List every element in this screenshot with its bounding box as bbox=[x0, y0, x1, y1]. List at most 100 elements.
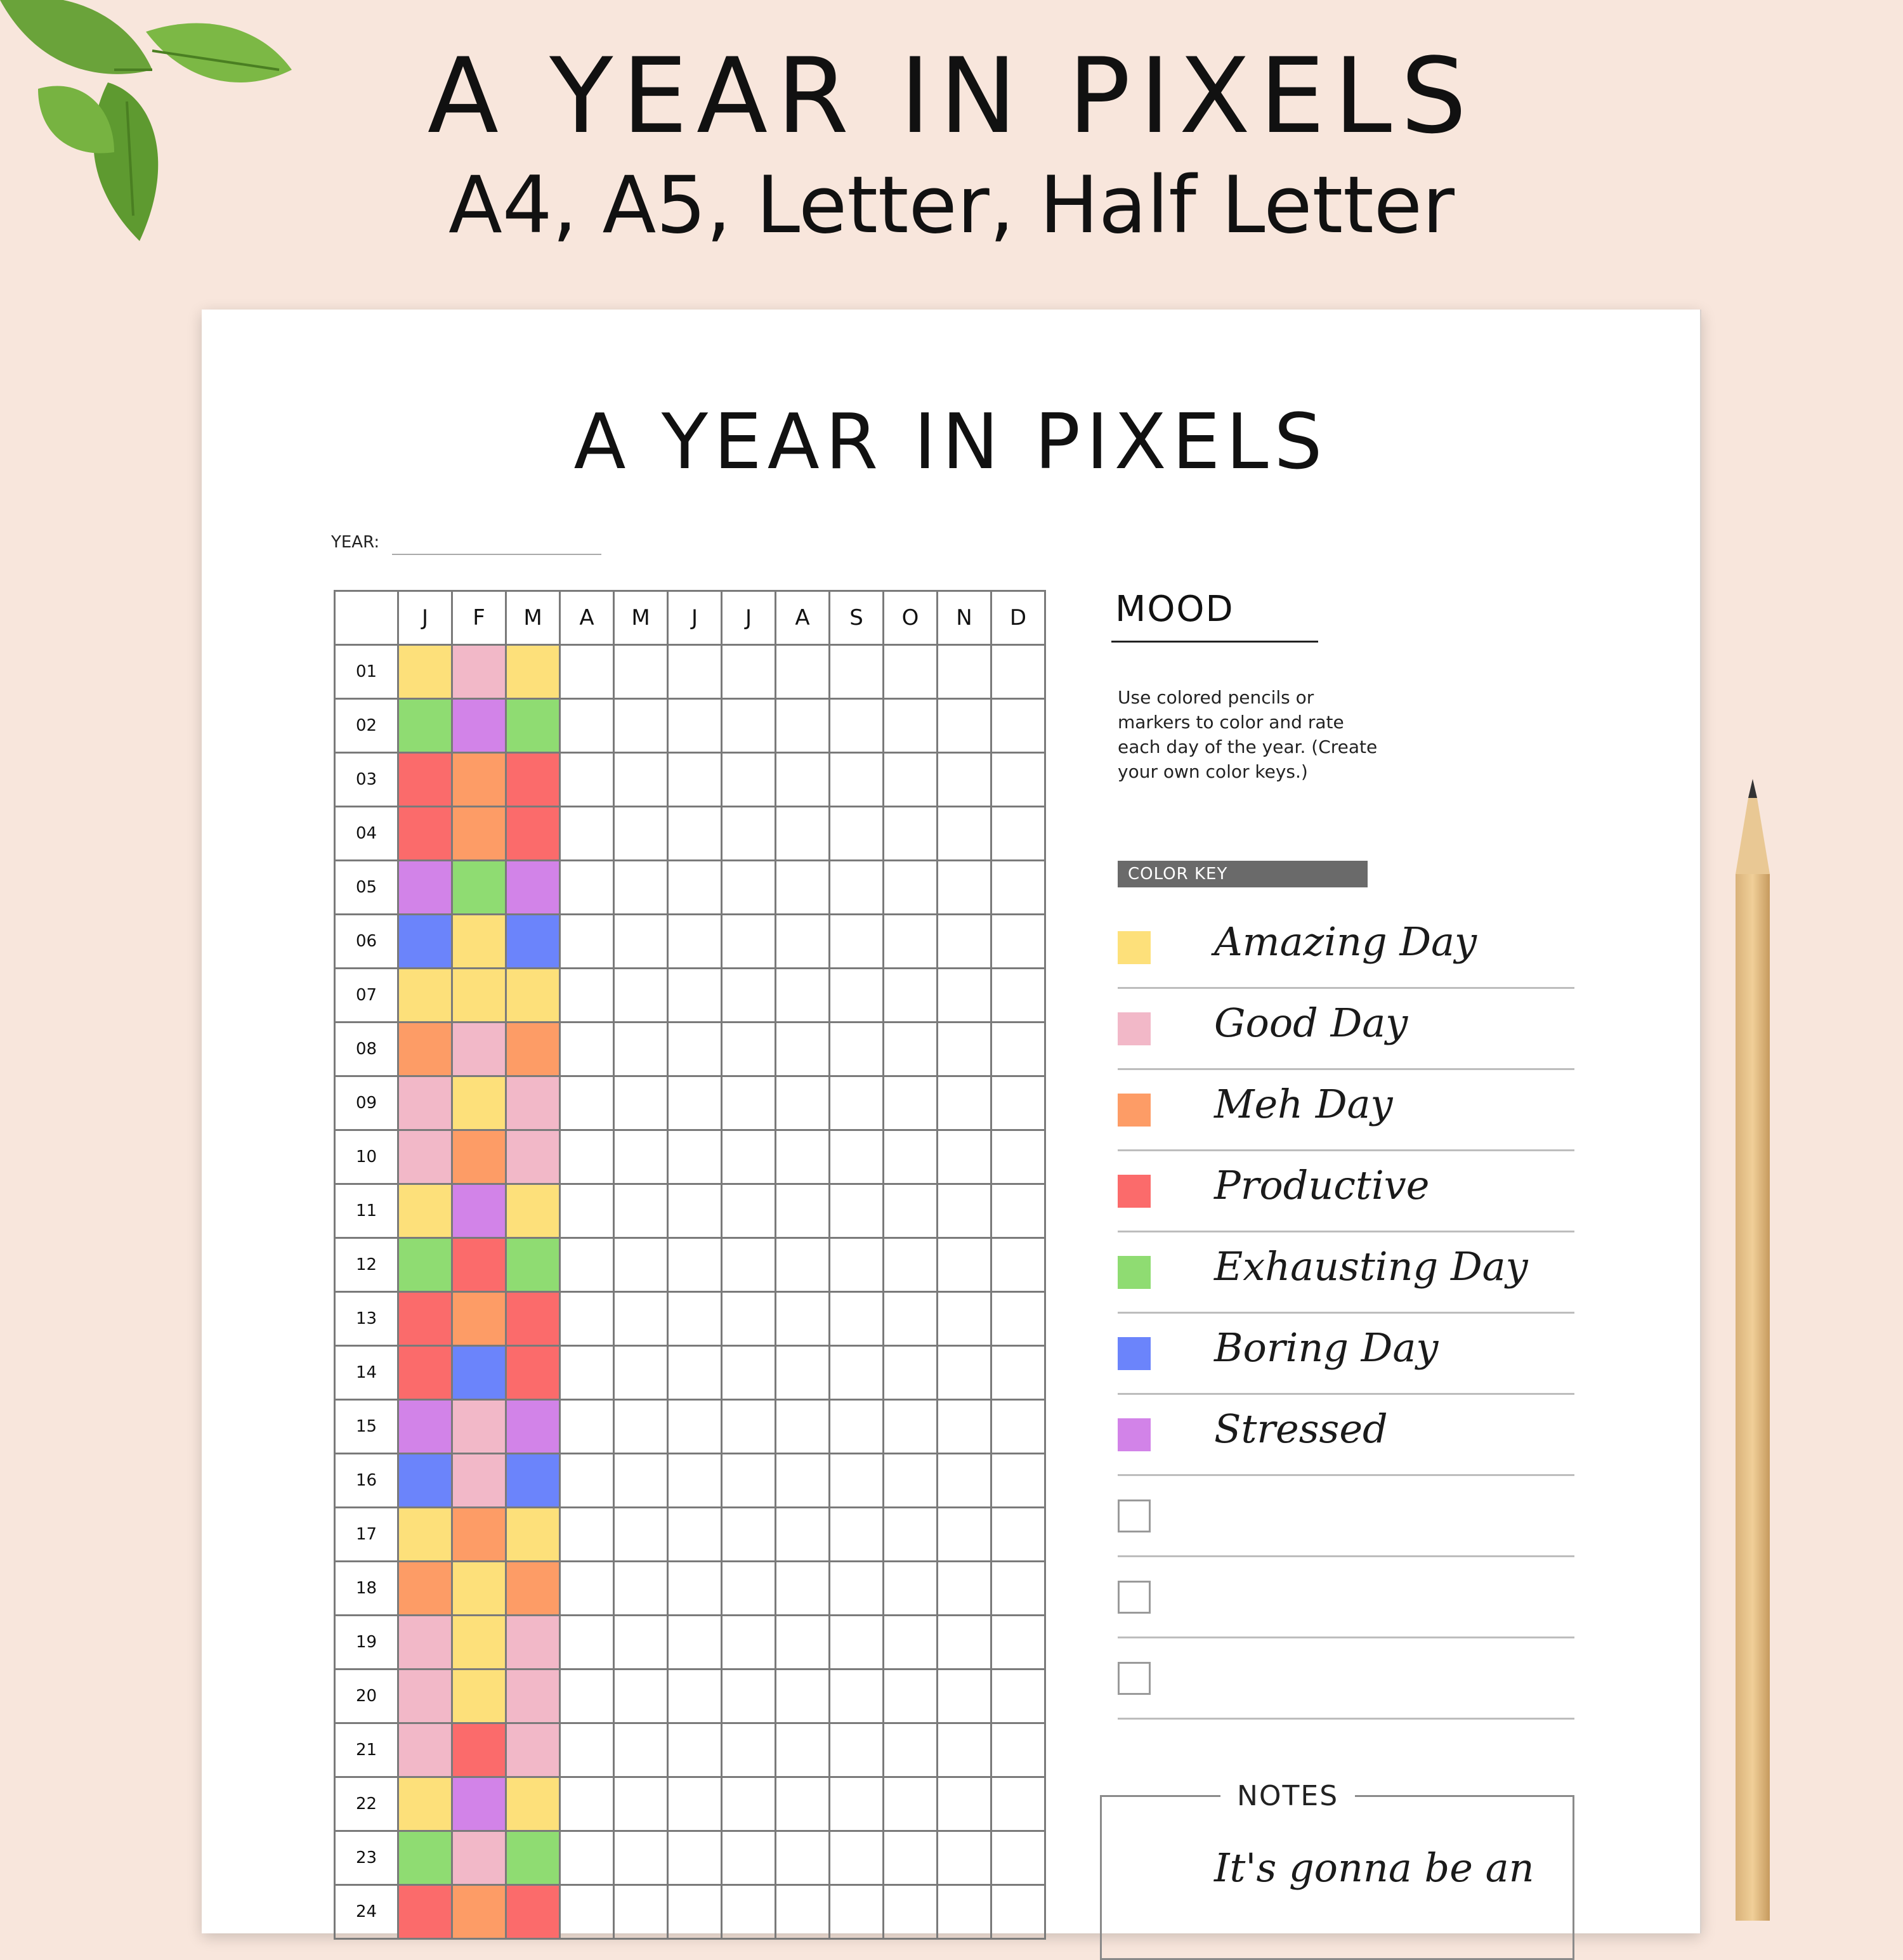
pixel-cell[interactable] bbox=[775, 1830, 830, 1886]
color-swatch[interactable] bbox=[1118, 1012, 1151, 1045]
pixel-cell[interactable] bbox=[721, 1183, 776, 1239]
pixel-cell[interactable] bbox=[936, 1884, 992, 1940]
pixel-cell[interactable] bbox=[936, 1021, 992, 1077]
pixel-cell[interactable] bbox=[559, 1614, 615, 1670]
pixel-cell[interactable] bbox=[397, 1021, 453, 1077]
pixel-cell[interactable] bbox=[882, 1776, 938, 1832]
pixel-cell[interactable] bbox=[451, 1291, 507, 1347]
pixel-cell[interactable] bbox=[882, 1237, 938, 1293]
pixel-cell[interactable] bbox=[882, 1129, 938, 1185]
pixel-cell[interactable] bbox=[667, 1399, 723, 1454]
pixel-cell[interactable] bbox=[882, 1183, 938, 1239]
pixel-cell[interactable] bbox=[828, 1506, 884, 1562]
pixel-cell[interactable] bbox=[936, 967, 992, 1023]
pixel-cell[interactable] bbox=[775, 1183, 830, 1239]
pixel-cell[interactable] bbox=[936, 752, 992, 807]
pixel-cell[interactable] bbox=[990, 1722, 1046, 1778]
pixel-cell[interactable] bbox=[397, 1183, 453, 1239]
pixel-cell[interactable] bbox=[775, 1291, 830, 1347]
pixel-cell[interactable] bbox=[397, 1129, 453, 1185]
pixel-cell[interactable] bbox=[882, 1560, 938, 1616]
pixel-cell[interactable] bbox=[397, 698, 453, 754]
pixel-cell[interactable] bbox=[397, 806, 453, 861]
pixel-cell[interactable] bbox=[559, 1506, 615, 1562]
pixel-cell[interactable] bbox=[559, 859, 615, 915]
pixel-cell[interactable] bbox=[721, 1560, 776, 1616]
pixel-cell[interactable] bbox=[451, 1614, 507, 1670]
pixel-cell[interactable] bbox=[721, 1884, 776, 1940]
pixel-cell[interactable] bbox=[505, 698, 561, 754]
pixel-cell[interactable] bbox=[613, 1399, 669, 1454]
pixel-cell[interactable] bbox=[451, 806, 507, 861]
pixel-cell[interactable] bbox=[775, 1075, 830, 1131]
pixel-cell[interactable] bbox=[936, 1830, 992, 1886]
pixel-cell[interactable] bbox=[667, 1884, 723, 1940]
pixel-cell[interactable] bbox=[451, 1075, 507, 1131]
pixel-cell[interactable] bbox=[828, 1129, 884, 1185]
pixel-cell[interactable] bbox=[667, 1021, 723, 1077]
pixel-cell[interactable] bbox=[505, 1399, 561, 1454]
pixel-cell[interactable] bbox=[613, 1830, 669, 1886]
pixel-cell[interactable] bbox=[882, 1021, 938, 1077]
pixel-cell[interactable] bbox=[775, 1345, 830, 1401]
pixel-cell[interactable] bbox=[882, 806, 938, 861]
pixel-cell[interactable] bbox=[990, 1237, 1046, 1293]
pixel-cell[interactable] bbox=[505, 1830, 561, 1886]
pixel-cell[interactable] bbox=[775, 913, 830, 969]
pixel-cell[interactable] bbox=[559, 1075, 615, 1131]
pixel-cell[interactable] bbox=[559, 752, 615, 807]
pixel-cell[interactable] bbox=[936, 1668, 992, 1724]
pixel-cell[interactable] bbox=[828, 859, 884, 915]
pixel-cell[interactable] bbox=[667, 1453, 723, 1508]
pixel-cell[interactable] bbox=[667, 1668, 723, 1724]
pixel-cell[interactable] bbox=[397, 1776, 453, 1832]
pixel-cell[interactable] bbox=[721, 859, 776, 915]
color-swatch[interactable] bbox=[1118, 1175, 1151, 1208]
pixel-cell[interactable] bbox=[828, 1722, 884, 1778]
pixel-cell[interactable] bbox=[613, 752, 669, 807]
pixel-cell[interactable] bbox=[397, 1884, 453, 1940]
pixel-cell[interactable] bbox=[828, 1830, 884, 1886]
pixel-cell[interactable] bbox=[936, 1183, 992, 1239]
pixel-cell[interactable] bbox=[990, 806, 1046, 861]
pixel-cell[interactable] bbox=[882, 1453, 938, 1508]
pixel-cell[interactable] bbox=[559, 1884, 615, 1940]
pixel-cell[interactable] bbox=[559, 1237, 615, 1293]
pixel-cell[interactable] bbox=[990, 1399, 1046, 1454]
pixel-cell[interactable] bbox=[882, 913, 938, 969]
pixel-cell[interactable] bbox=[775, 698, 830, 754]
pixel-cell[interactable] bbox=[882, 967, 938, 1023]
pixel-cell[interactable] bbox=[828, 644, 884, 700]
pixel-cell[interactable] bbox=[775, 1776, 830, 1832]
pixel-cell[interactable] bbox=[990, 1614, 1046, 1670]
pixel-cell[interactable] bbox=[667, 859, 723, 915]
pixel-cell[interactable] bbox=[613, 1506, 669, 1562]
pixel-cell[interactable] bbox=[775, 859, 830, 915]
pixel-cell[interactable] bbox=[451, 1021, 507, 1077]
pixel-cell[interactable] bbox=[721, 1129, 776, 1185]
pixel-cell[interactable] bbox=[397, 1291, 453, 1347]
pixel-cell[interactable] bbox=[990, 1776, 1046, 1832]
pixel-cell[interactable] bbox=[559, 1560, 615, 1616]
pixel-cell[interactable] bbox=[559, 1722, 615, 1778]
pixel-cell[interactable] bbox=[397, 1237, 453, 1293]
pixel-cell[interactable] bbox=[936, 1291, 992, 1347]
pixel-cell[interactable] bbox=[721, 1830, 776, 1886]
pixel-cell[interactable] bbox=[721, 806, 776, 861]
pixel-cell[interactable] bbox=[828, 698, 884, 754]
pixel-cell[interactable] bbox=[451, 1884, 507, 1940]
pixel-cell[interactable] bbox=[775, 1021, 830, 1077]
pixel-cell[interactable] bbox=[990, 1884, 1046, 1940]
pixel-cell[interactable] bbox=[936, 859, 992, 915]
pixel-cell[interactable] bbox=[667, 967, 723, 1023]
pixel-cell[interactable] bbox=[667, 1183, 723, 1239]
pixel-cell[interactable] bbox=[667, 913, 723, 969]
pixel-cell[interactable] bbox=[505, 1560, 561, 1616]
color-swatch[interactable] bbox=[1118, 931, 1151, 964]
pixel-cell[interactable] bbox=[559, 1830, 615, 1886]
pixel-cell[interactable] bbox=[559, 806, 615, 861]
pixel-cell[interactable] bbox=[775, 1560, 830, 1616]
pixel-cell[interactable] bbox=[613, 913, 669, 969]
pixel-cell[interactable] bbox=[667, 1345, 723, 1401]
color-swatch[interactable] bbox=[1118, 1256, 1151, 1289]
